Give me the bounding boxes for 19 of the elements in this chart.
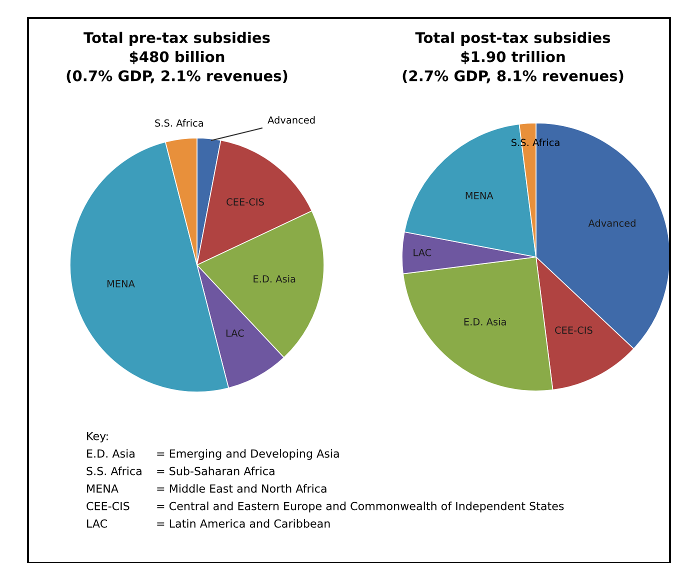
slice-label: Advanced <box>268 116 315 124</box>
slice-label: CEE-CIS <box>555 326 592 334</box>
chart-title: Total pre-tax subsidies $480 billion (0.7% GDP, 2.1% revenues) <box>66 32 288 84</box>
slice-label: E.D. Asia <box>464 318 506 326</box>
slice-label: MENA <box>107 280 135 288</box>
text: S.S. Africa = Sub-Saharan Africa <box>86 466 274 476</box>
text: E.D. Asia = Emerging and Developing Asia <box>87 449 339 460</box>
slice-label: E.D. Asia <box>254 275 296 283</box>
slice-label: CEE-CIS <box>226 198 264 206</box>
chart-title: Total post-tax subsidies $1.90 trillion (2.7% GDP, 8.1% revenues) <box>402 32 624 84</box>
text: Key: <box>87 432 108 442</box>
text: CEE-CIS = Central and Eastern Europe and Commonwealth of Independent States <box>86 502 564 512</box>
text: LAC = Latin America and Caribbean <box>87 519 330 528</box>
slice-label: MENA <box>466 192 494 200</box>
text: MENA = Middle East and North Africa <box>87 484 326 493</box>
slice-label: S.S. Africa <box>155 119 203 127</box>
slice-label: LAC <box>414 248 432 256</box>
slice-label: LAC <box>226 329 244 337</box>
slice-label: Advanced <box>588 219 636 227</box>
